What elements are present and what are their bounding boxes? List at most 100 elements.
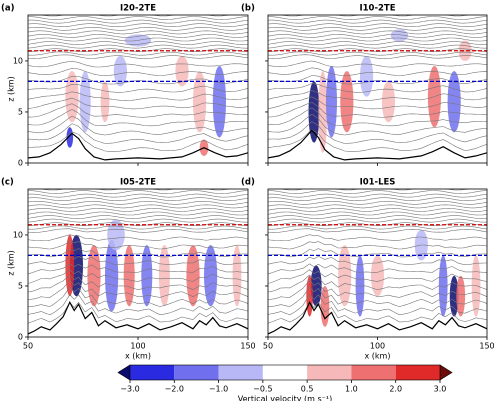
colorbar-tick-label: 0.5 (301, 385, 314, 394)
isentrope (268, 263, 487, 275)
isentrope (28, 97, 248, 110)
colorbar-segment (218, 365, 263, 380)
isentrope (28, 218, 248, 223)
isentrope (28, 91, 248, 101)
isentrope (268, 37, 487, 42)
w-contour (123, 245, 135, 307)
w-contour (306, 275, 313, 317)
isentrope (28, 269, 248, 284)
isentrope (268, 228, 487, 233)
colorbar-tick-label: −2.0 (165, 385, 184, 394)
isentrope (268, 255, 487, 266)
colorbar-segment (395, 365, 440, 380)
plot-area (28, 15, 248, 163)
isentrope (28, 234, 248, 241)
colorbar-extend-low (117, 364, 131, 381)
isentrope (268, 90, 487, 101)
y-tick-label: 10 (13, 230, 23, 239)
isentrope (28, 228, 248, 233)
w-contour (107, 219, 125, 251)
isentrope (268, 204, 487, 209)
isentrope (268, 190, 487, 194)
w-contour (381, 81, 396, 123)
terrain (268, 129, 487, 161)
colorbar-segment (307, 365, 352, 380)
isentrope (268, 241, 487, 250)
w-contour (232, 245, 242, 307)
isentrope (268, 211, 487, 216)
panel-title: I10-2TE (359, 4, 395, 14)
y-label: z (km) (7, 250, 16, 275)
plot-area (28, 189, 248, 337)
isentrope (40, 189, 231, 191)
isentrope (28, 208, 248, 212)
isentrope (268, 48, 487, 52)
x-tick-label: 50 (23, 342, 33, 351)
isentrope (268, 44, 487, 49)
isentrope (268, 41, 487, 45)
isentrope (268, 113, 487, 136)
colorbar-segment (174, 365, 219, 380)
isentrope (268, 248, 487, 258)
isentrope (268, 107, 487, 127)
w-contour (193, 71, 207, 133)
w-contour (158, 245, 170, 307)
isentrope (28, 109, 248, 127)
isentrope (28, 201, 248, 205)
isentrope (28, 23, 248, 27)
isentrope (28, 34, 248, 38)
isentrope (28, 301, 248, 324)
isentrope (28, 41, 248, 45)
w-contour (175, 55, 189, 87)
isentrope (28, 123, 248, 144)
w-contour (65, 71, 79, 123)
isentrope (28, 222, 248, 226)
isentrope (28, 241, 248, 250)
x-label: x (km) (125, 352, 151, 361)
w-contour (141, 245, 153, 307)
panel: 50 100 150 0 5 10 x (km) z (km) (c) I05-2TE (1, 178, 256, 361)
colorbar-tick-label: 3.0 (434, 385, 447, 394)
colorbar-segment (130, 365, 175, 380)
panel-label: (a) (1, 4, 15, 14)
plot-area (268, 15, 487, 163)
colorbar-frame (129, 364, 441, 381)
isentrope (268, 218, 487, 223)
colorbar-extend-high (439, 364, 453, 381)
isentrope (268, 201, 487, 205)
x-tick-label: 100 (130, 342, 145, 351)
isentrope (268, 67, 487, 77)
panel-label: (b) (241, 4, 255, 14)
isentrope (268, 101, 487, 118)
isentrope (28, 37, 248, 42)
panel: 50 100 150 x (km) (d) I01-LES (241, 178, 495, 361)
x-tick-label: 150 (479, 342, 494, 351)
colorbar-tick-label: −1.0 (209, 385, 228, 394)
isentrope (268, 208, 487, 212)
isentrope (268, 225, 487, 230)
w-contour (212, 66, 226, 138)
w-contour (79, 71, 91, 133)
isentrope (268, 19, 487, 24)
isentrope (28, 190, 248, 194)
isentrope (268, 294, 487, 316)
w-contour (310, 265, 322, 307)
isentrope (28, 19, 248, 24)
x-tick-label: 50 (263, 342, 273, 351)
colorbar-tick-label: 2.0 (389, 385, 402, 394)
w-contour (471, 255, 481, 317)
isentrope (28, 131, 248, 152)
isentrope (268, 280, 487, 300)
y-tick-label: 5 (18, 281, 23, 290)
panel-title: I20-2TE (120, 4, 156, 14)
w-contour (318, 71, 328, 153)
isentrope (28, 27, 248, 31)
isentrope (279, 189, 471, 191)
isentrope (28, 211, 248, 216)
isentrope (268, 286, 487, 308)
isentrope (28, 294, 248, 316)
isentrope (28, 115, 248, 136)
isentrope (28, 103, 248, 118)
colorbar-label: Vertical velocity (m s⁻¹) (238, 395, 332, 402)
